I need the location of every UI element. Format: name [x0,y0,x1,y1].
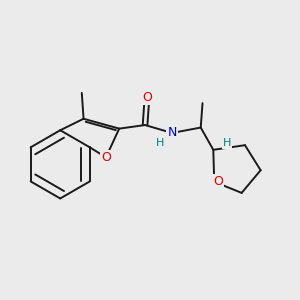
Text: H: H [156,138,165,148]
Text: H: H [223,138,231,148]
Text: O: O [101,151,111,164]
Text: O: O [142,91,152,104]
Text: O: O [213,175,223,188]
Text: N: N [167,126,177,140]
